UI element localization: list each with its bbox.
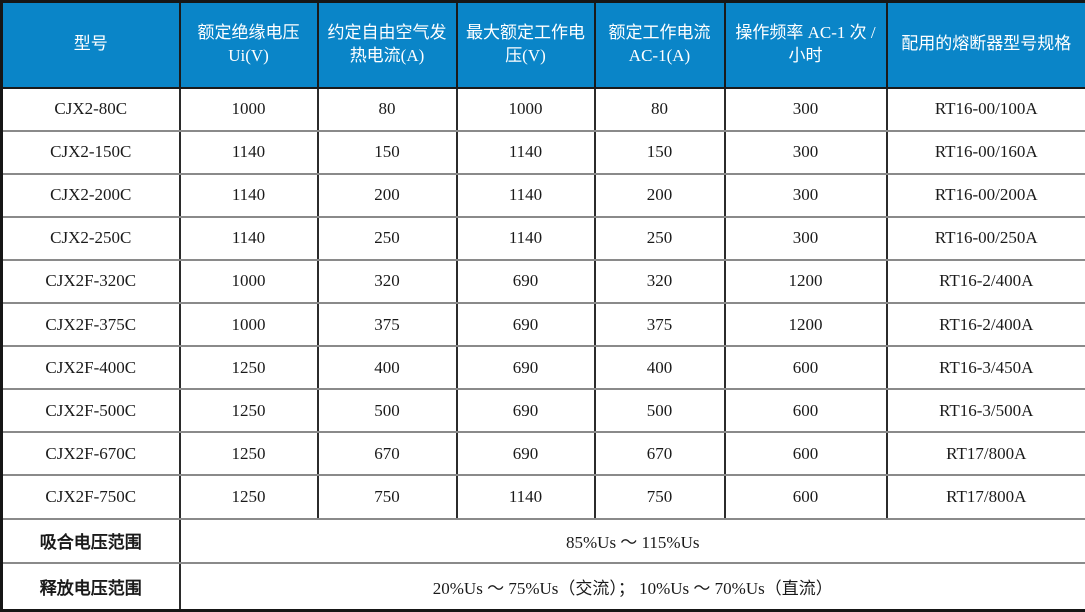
cell-freq: 600	[723, 388, 888, 434]
cell-model: CJX2F-670C	[0, 431, 181, 477]
cell-ue: 1140	[455, 172, 596, 218]
cell-fuse: RT17/800A	[885, 431, 1085, 477]
table-row: CJX2-250C 1140 250 1140 250 300 RT16-00/…	[0, 215, 1085, 261]
cell-ue: 1140	[455, 129, 596, 175]
cell-ith: 200	[316, 172, 458, 218]
release-voltage-label: 释放电压范围	[0, 561, 181, 612]
cell-freq: 300	[723, 215, 888, 261]
header-cell-model: 型号	[0, 0, 181, 89]
cell-fuse: RT16-00/250A	[885, 215, 1085, 261]
cell-model: CJX2-80C	[0, 86, 181, 132]
cell-ith: 400	[316, 345, 458, 391]
cell-fuse: RT16-00/100A	[885, 86, 1085, 132]
cell-ue: 690	[455, 301, 596, 348]
cell-fuse: RT16-00/160A	[885, 129, 1085, 175]
cell-ith: 250	[316, 215, 458, 261]
cell-ui: 1250	[178, 474, 319, 520]
table-row: CJX2F-750C 1250 750 1140 750 600 RT17/80…	[0, 474, 1085, 520]
table-row: CJX2F-400C 1250 400 690 400 600 RT16-3/4…	[0, 345, 1085, 391]
cell-model: CJX2-150C	[0, 129, 181, 175]
cell-ue: 690	[455, 345, 596, 391]
cell-ith: 320	[316, 258, 458, 304]
cell-freq: 600	[723, 474, 888, 520]
cell-model: CJX2F-320C	[0, 258, 181, 304]
cell-ui: 1250	[178, 431, 319, 477]
cell-fuse: RT17/800A	[885, 474, 1085, 520]
cell-ie: 320	[593, 258, 726, 304]
header-cell-max-working-voltage: 最大额定工作电压(V)	[455, 0, 596, 89]
cell-fuse: RT16-2/400A	[885, 301, 1085, 348]
cell-model: CJX2-200C	[0, 172, 181, 218]
cell-model: CJX2F-375C	[0, 301, 181, 348]
cell-ue: 690	[455, 258, 596, 304]
cell-ie: 400	[593, 345, 726, 391]
cell-ith: 670	[316, 431, 458, 477]
cell-freq: 600	[723, 431, 888, 477]
cell-ie: 80	[593, 86, 726, 132]
cell-ith: 375	[316, 301, 458, 348]
cell-ith: 750	[316, 474, 458, 520]
cell-ie: 750	[593, 474, 726, 520]
pickup-voltage-label: 吸合电压范围	[0, 517, 181, 564]
header-cell-working-current: 额定工作电流 AC-1(A)	[593, 0, 726, 89]
pickup-voltage-row: 吸合电压范围 85%Us ～ 115%Us	[0, 517, 1085, 564]
table-row: CJX2-200C 1140 200 1140 200 300 RT16-00/…	[0, 172, 1085, 218]
cell-ui: 1140	[178, 172, 319, 218]
cell-model: CJX2F-400C	[0, 345, 181, 391]
cell-ie: 250	[593, 215, 726, 261]
cell-freq: 1200	[723, 258, 888, 304]
cell-fuse: RT16-3/500A	[885, 388, 1085, 434]
header-row: 型号 额定绝缘电压 Ui(V) 约定自由空气发热电流(A) 最大额定工作电压(V…	[0, 0, 1085, 89]
cell-freq: 600	[723, 345, 888, 391]
cell-ie: 150	[593, 129, 726, 175]
table-row: CJX2F-500C 1250 500 690 500 600 RT16-3/5…	[0, 388, 1085, 434]
table-row: CJX2F-375C 1000 375 690 375 1200 RT16-2/…	[0, 301, 1085, 348]
table-row: CJX2F-670C 1250 670 690 670 600 RT17/800…	[0, 431, 1085, 477]
header-cell-fuse-spec: 配用的熔断器型号规格	[885, 0, 1085, 89]
header-cell-insulation-voltage: 额定绝缘电压 Ui(V)	[178, 0, 319, 89]
pickup-voltage-value: 85%Us ～ 115%Us	[178, 517, 1085, 564]
cell-ui: 1250	[178, 388, 319, 434]
cell-model: CJX2F-500C	[0, 388, 181, 434]
cell-ue: 690	[455, 388, 596, 434]
cell-fuse: RT16-00/200A	[885, 172, 1085, 218]
cell-ie: 375	[593, 301, 726, 348]
cell-ith: 500	[316, 388, 458, 434]
cell-ie: 670	[593, 431, 726, 477]
cell-ith: 80	[316, 86, 458, 132]
cell-ith: 150	[316, 129, 458, 175]
header-cell-operating-frequency: 操作频率 AC-1 次 / 小时	[723, 0, 888, 89]
cell-ui: 1250	[178, 345, 319, 391]
cell-freq: 1200	[723, 301, 888, 348]
table-row: CJX2-150C 1140 150 1140 150 300 RT16-00/…	[0, 129, 1085, 175]
cell-freq: 300	[723, 172, 888, 218]
cell-ui: 1000	[178, 258, 319, 304]
cell-ue: 1140	[455, 215, 596, 261]
cell-ui: 1000	[178, 301, 319, 348]
cell-fuse: RT16-3/450A	[885, 345, 1085, 391]
table-row: CJX2-80C 1000 80 1000 80 300 RT16-00/100…	[0, 86, 1085, 132]
release-voltage-value: 20%Us ～ 75%Us（交流）； 10%Us ～ 70%Us（直流）	[178, 561, 1085, 612]
cell-fuse: RT16-2/400A	[885, 258, 1085, 304]
header-cell-thermal-current: 约定自由空气发热电流(A)	[316, 0, 458, 89]
cell-ui: 1000	[178, 86, 319, 132]
cell-ue: 1140	[455, 474, 596, 520]
cell-freq: 300	[723, 129, 888, 175]
cell-model: CJX2-250C	[0, 215, 181, 261]
cell-ie: 500	[593, 388, 726, 434]
cell-model: CJX2F-750C	[0, 474, 181, 520]
cell-ie: 200	[593, 172, 726, 218]
release-voltage-row: 释放电压范围 20%Us ～ 75%Us（交流）； 10%Us ～ 70%Us（…	[0, 561, 1085, 612]
cell-ui: 1140	[178, 129, 319, 175]
cell-freq: 300	[723, 86, 888, 132]
cell-ue: 690	[455, 431, 596, 477]
cell-ui: 1140	[178, 215, 319, 261]
table-row: CJX2F-320C 1000 320 690 320 1200 RT16-2/…	[0, 258, 1085, 304]
cell-ue: 1000	[455, 86, 596, 132]
